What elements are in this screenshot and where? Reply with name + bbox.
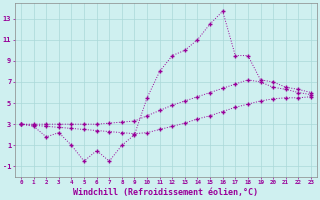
X-axis label: Windchill (Refroidissement éolien,°C): Windchill (Refroidissement éolien,°C) xyxy=(74,188,259,197)
